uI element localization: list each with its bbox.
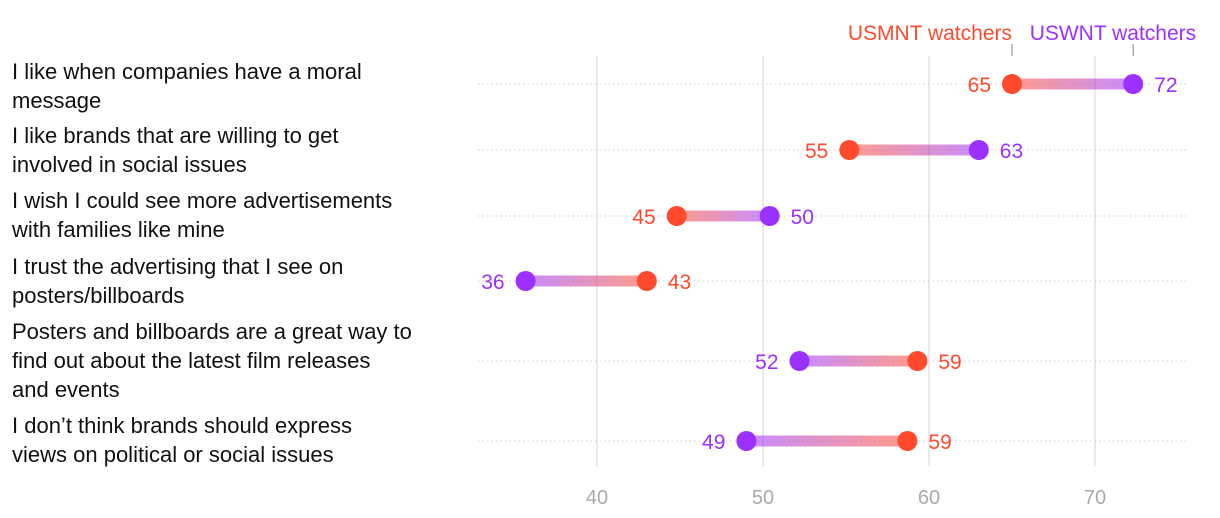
usmnt-value-label: 59 — [928, 431, 951, 454]
uswnt-point — [759, 206, 780, 226]
uswnt-point — [1123, 74, 1144, 94]
usmnt-point — [907, 351, 928, 371]
legend-uswnt: USWNT watchers — [1030, 22, 1196, 45]
uswnt-value-label: 52 — [755, 351, 778, 374]
uswnt-point — [736, 431, 757, 451]
category-label: I like when companies have a moral messag… — [12, 57, 482, 115]
category-label-line: posters/billboards — [12, 283, 185, 308]
category-label-line: Posters and billboards are a great way t… — [12, 319, 412, 344]
x-axis: 40 50 60 70 — [586, 487, 1106, 509]
usmnt-value-label: 43 — [668, 271, 691, 294]
usmnt-point — [839, 140, 860, 160]
uswnt-value-label: 49 — [702, 431, 725, 454]
usmnt-value-label: 45 — [632, 206, 655, 229]
category-label: I trust the advertising that I see on pos… — [12, 252, 482, 310]
usmnt-value-label: 65 — [968, 74, 991, 97]
usmnt-value-label: 55 — [805, 140, 828, 163]
category-label-line: find out about the latest film releases — [12, 348, 371, 373]
category-label-line: I wish I could see more advertisements — [12, 188, 393, 213]
usmnt-value-label: 59 — [938, 351, 961, 374]
usmnt-point — [1002, 74, 1022, 94]
uswnt-value-label: 36 — [481, 271, 504, 294]
usmnt-point — [897, 431, 918, 451]
uswnt-value-label: 63 — [1000, 140, 1023, 163]
category-label: Posters and billboards are a great way t… — [12, 317, 482, 404]
legend-usmnt: USMNT watchers — [848, 22, 1012, 45]
category-label-line: I like brands that are willing to get — [12, 123, 339, 148]
category-label-line: and events — [12, 377, 120, 402]
category-label-line: views on political or social issues — [12, 442, 334, 467]
category-label-line: message — [12, 88, 102, 113]
category-label-line: I don’t think brands should express — [12, 413, 352, 438]
usmnt-point — [636, 271, 657, 291]
uswnt-point — [515, 271, 536, 291]
x-tick-label: 60 — [918, 487, 940, 509]
uswnt-value-label: 72 — [1154, 74, 1177, 97]
row-layer: 65 72 55 63 45 50 43 36 59 52 59 49 — [481, 74, 1178, 454]
uswnt-point — [968, 140, 989, 160]
x-tick-label: 50 — [752, 487, 774, 509]
category-label-line: I trust the advertising that I see on — [12, 254, 344, 279]
category-label-line: with families like mine — [12, 217, 225, 242]
x-tick-label: 40 — [586, 487, 608, 509]
grid-layer — [478, 56, 1188, 466]
category-label-line: involved in social issues — [12, 152, 247, 177]
category-label: I don’t think brands should express views… — [12, 411, 482, 469]
uswnt-point — [789, 351, 810, 371]
category-label-line: I like when companies have a moral — [12, 59, 362, 84]
uswnt-value-label: 50 — [791, 206, 814, 229]
usmnt-point — [666, 206, 687, 226]
category-label: I like brands that are willing to get inv… — [12, 121, 482, 179]
x-tick-label: 70 — [1084, 487, 1106, 509]
category-label: I wish I could see more advertisements wi… — [12, 186, 482, 244]
legend: USMNT watchers USWNT watchers — [848, 22, 1196, 56]
